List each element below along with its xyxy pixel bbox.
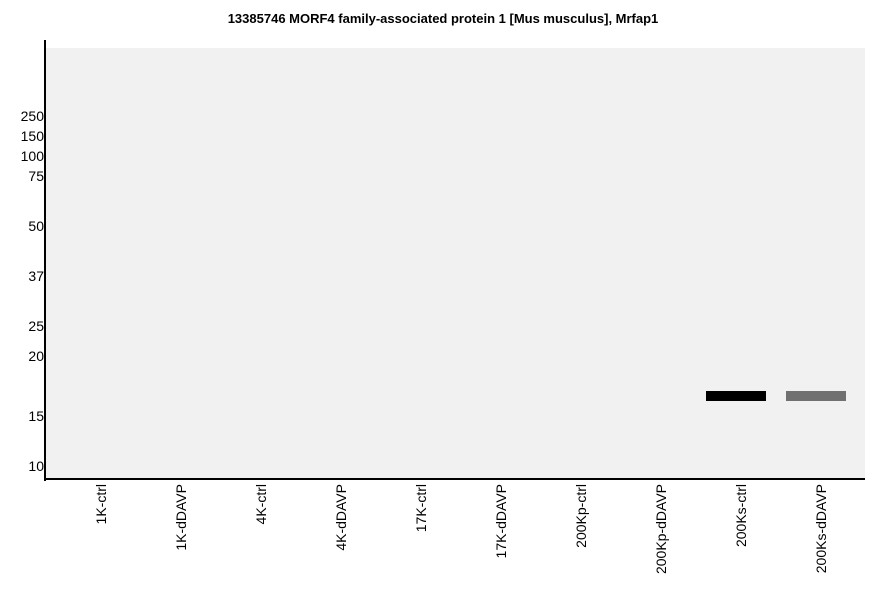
- band-200Ks-dDAVP: [786, 391, 846, 402]
- y-tick-label: 10: [28, 458, 44, 474]
- y-tick-label: 100: [20, 148, 44, 164]
- x-axis-line: [44, 478, 865, 480]
- y-tick-label: 75: [28, 168, 44, 184]
- y-tick-label: 20: [28, 348, 44, 364]
- y-tick-label: 150: [20, 128, 44, 144]
- lane-label: 200Kp-dDAVP: [653, 484, 669, 575]
- lane-label: 200Ks-dDAVP: [813, 484, 829, 574]
- lane-label: 200Ks-ctrl: [733, 484, 749, 548]
- lane-label: 1K-ctrl: [93, 484, 109, 525]
- y-tick-label: 37: [28, 268, 44, 284]
- y-axis-line: [44, 40, 46, 481]
- lane-label: 1K-dDAVP: [173, 484, 189, 551]
- y-tick-label: 15: [28, 408, 44, 424]
- y-tick-label: 25: [28, 318, 44, 334]
- band-200Ks-ctrl: [706, 391, 766, 402]
- lane-label: 17K-dDAVP: [493, 484, 509, 559]
- lane-label: 4K-dDAVP: [333, 484, 349, 551]
- plot-area: [46, 48, 865, 479]
- y-tick-label: 50: [28, 218, 44, 234]
- chart-title: 13385746 MORF4 family-associated protein…: [227, 11, 659, 26]
- lane-label: 200Kp-ctrl: [573, 484, 589, 548]
- lane-label: 4K-ctrl: [253, 484, 269, 525]
- y-tick-label: 250: [20, 108, 44, 124]
- lane-label: 17K-ctrl: [413, 484, 429, 533]
